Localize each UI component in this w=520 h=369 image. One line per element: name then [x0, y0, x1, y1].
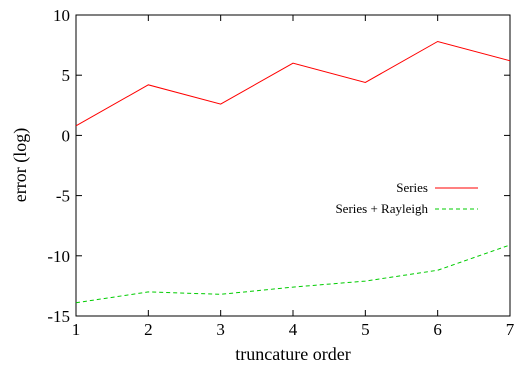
y-tick-label: 0	[62, 126, 71, 145]
series-line-series-rayleigh	[75, 244, 511, 304]
plot-frame	[75, 14, 511, 317]
y-tick-label: -5	[56, 187, 70, 206]
x-tick-label: 7	[506, 320, 515, 339]
legend-label-series-rayleigh: Series + Rayleigh	[335, 201, 428, 216]
x-tick-label: 4	[289, 320, 298, 339]
y-tick-label: -15	[47, 307, 70, 326]
y-tick-label: 10	[53, 6, 70, 25]
x-tick-label: 5	[361, 320, 370, 339]
x-tick-label: 2	[144, 320, 153, 339]
x-axis-label: truncature order	[235, 344, 350, 364]
legend-label-series: Series	[396, 180, 428, 195]
series-line-series	[75, 40, 511, 127]
x-tick-label: 6	[433, 320, 442, 339]
y-axis-label: error (log)	[10, 128, 31, 202]
y-tick-label: -10	[47, 247, 70, 266]
x-tick-label: 1	[72, 320, 81, 339]
y-tick-label: 5	[62, 66, 71, 85]
x-tick-label: 3	[216, 320, 225, 339]
